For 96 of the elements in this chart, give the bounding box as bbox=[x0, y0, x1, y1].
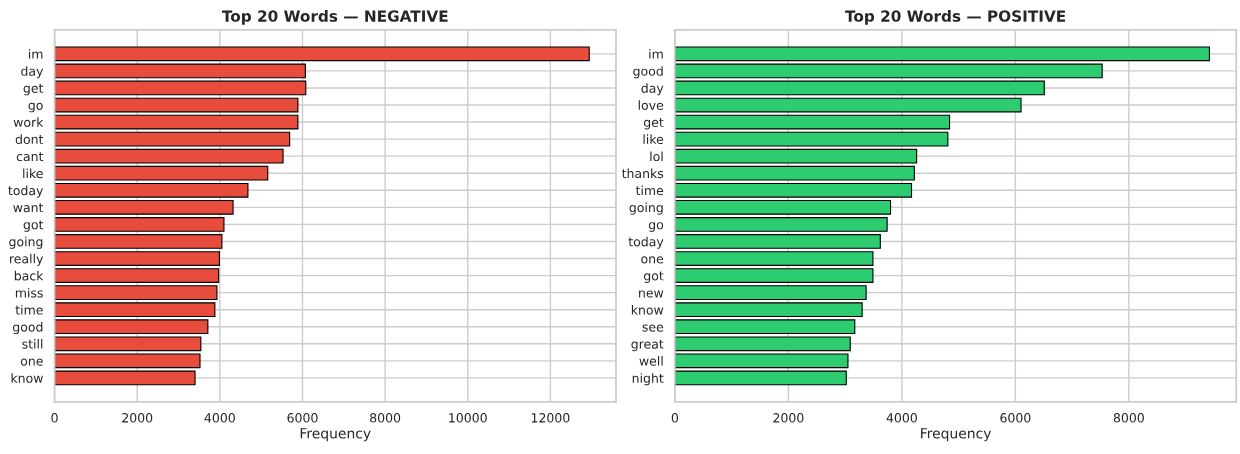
bar bbox=[54, 285, 218, 301]
y-tick-label: got bbox=[23, 220, 44, 232]
bar bbox=[54, 302, 216, 318]
y-tick-label: one bbox=[20, 358, 43, 366]
x-tick-label: 2000 bbox=[122, 413, 153, 423]
y-tick-label: go bbox=[648, 222, 664, 232]
x-tick-label: 0 bbox=[671, 413, 679, 423]
bar bbox=[54, 370, 196, 386]
chart-title: Top 20 Words — POSITIVE bbox=[845, 10, 1066, 25]
bar bbox=[674, 97, 1022, 113]
bar bbox=[54, 268, 220, 283]
bar bbox=[674, 353, 849, 369]
x-tick-label: 2000 bbox=[773, 413, 804, 423]
x-tick-label: 10000 bbox=[449, 413, 487, 423]
y-tick-label: love bbox=[638, 100, 664, 110]
x-tick-label: 12000 bbox=[531, 413, 570, 423]
chart-title: Top 20 Words — NEGATIVE bbox=[221, 10, 448, 25]
y-tick-label: im bbox=[28, 49, 43, 59]
bar bbox=[674, 46, 1210, 62]
bar bbox=[674, 199, 892, 215]
bar bbox=[674, 251, 874, 266]
y-tick-label: new bbox=[639, 290, 664, 298]
bar bbox=[674, 302, 863, 318]
y-tick-label: night bbox=[632, 373, 664, 386]
bar bbox=[54, 165, 269, 181]
bar bbox=[674, 336, 851, 352]
x-tick-label: 8000 bbox=[1113, 413, 1144, 423]
y-tick-label: back bbox=[14, 270, 44, 281]
bar bbox=[674, 148, 918, 164]
bar bbox=[674, 63, 1103, 79]
bar bbox=[54, 182, 249, 198]
x-tick-label: 0 bbox=[51, 413, 58, 423]
bar bbox=[54, 131, 291, 147]
x-axis-title: Frequency bbox=[300, 428, 371, 442]
bar bbox=[674, 80, 1045, 96]
y-tick-label: one bbox=[641, 256, 664, 264]
y-tick-label: today bbox=[8, 185, 44, 198]
bar bbox=[54, 234, 223, 249]
bar bbox=[54, 217, 225, 232]
bar bbox=[674, 370, 847, 386]
y-tick-label: day bbox=[641, 83, 664, 96]
bar bbox=[674, 285, 867, 301]
y-tick-label: cant bbox=[16, 152, 44, 162]
y-tick-label: want bbox=[13, 203, 44, 213]
y-tick-label: dont bbox=[15, 134, 44, 145]
y-tick-label: get bbox=[23, 83, 44, 96]
y-tick-label: well bbox=[639, 356, 663, 366]
y-tick-label: like bbox=[23, 168, 43, 179]
bar bbox=[54, 148, 284, 164]
bar bbox=[54, 97, 299, 113]
y-tick-label: im bbox=[649, 49, 663, 59]
y-tick-label: great bbox=[631, 339, 664, 352]
y-tick-label: going bbox=[9, 236, 43, 249]
y-tick-label: thanks bbox=[621, 168, 664, 179]
y-tick-label: go bbox=[28, 102, 43, 113]
bar bbox=[54, 353, 201, 369]
y-tick-label: time bbox=[15, 304, 43, 315]
y-tick-label: like bbox=[643, 134, 664, 145]
bar bbox=[54, 80, 307, 96]
y-tick-label: day bbox=[21, 66, 44, 79]
bar bbox=[54, 114, 299, 130]
y-tick-label: good bbox=[12, 321, 43, 335]
bar bbox=[674, 268, 874, 283]
y-tick-label: still bbox=[22, 339, 43, 349]
y-tick-label: got bbox=[643, 271, 664, 283]
y-tick-label: time bbox=[635, 185, 664, 196]
bar bbox=[674, 319, 856, 335]
y-tick-label: know bbox=[11, 373, 43, 383]
y-tick-label: see bbox=[642, 324, 664, 332]
x-tick-label: 4000 bbox=[886, 413, 917, 423]
bar bbox=[54, 199, 234, 215]
y-tick-label: miss bbox=[15, 287, 43, 298]
y-tick-label: know bbox=[631, 304, 664, 315]
bar bbox=[54, 251, 220, 266]
x-axis-title: Frequency bbox=[921, 428, 992, 442]
y-tick-label: today bbox=[628, 236, 664, 249]
bar bbox=[674, 217, 888, 232]
bar bbox=[674, 182, 913, 198]
x-tick-label: 6000 bbox=[1000, 413, 1031, 423]
x-tick-label: 6000 bbox=[287, 413, 318, 423]
y-tick-label: going bbox=[629, 202, 663, 215]
bar bbox=[54, 319, 209, 335]
y-tick-label: really bbox=[10, 253, 44, 266]
x-tick-label: 4000 bbox=[204, 413, 235, 423]
y-tick-label: good bbox=[633, 66, 663, 79]
bar bbox=[674, 131, 949, 147]
y-tick-label: lol bbox=[650, 151, 663, 162]
bar bbox=[54, 46, 590, 62]
bar bbox=[54, 336, 202, 352]
bar bbox=[674, 165, 915, 181]
x-tick-label: 8000 bbox=[370, 413, 401, 423]
y-tick-label: work bbox=[13, 117, 44, 127]
bar bbox=[674, 114, 951, 130]
y-tick-label: get bbox=[643, 118, 664, 130]
bar bbox=[674, 234, 881, 249]
bar bbox=[54, 63, 306, 79]
